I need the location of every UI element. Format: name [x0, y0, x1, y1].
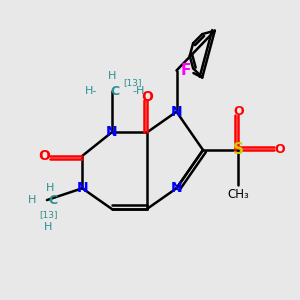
Text: N: N: [76, 181, 88, 195]
Text: N: N: [171, 105, 182, 119]
Text: S: S: [233, 142, 244, 158]
Text: -H: -H: [132, 86, 145, 96]
Text: H: H: [44, 222, 52, 232]
Text: [13]: [13]: [123, 78, 142, 87]
Text: [13]: [13]: [39, 210, 58, 219]
Text: C: C: [48, 194, 58, 207]
Text: H: H: [28, 195, 36, 205]
Text: H: H: [107, 71, 116, 81]
Text: H: H: [46, 183, 54, 193]
Text: C: C: [110, 85, 119, 98]
Text: N: N: [106, 125, 118, 139]
Text: O: O: [274, 143, 285, 157]
Text: O: O: [38, 149, 50, 163]
Text: H-: H-: [85, 86, 97, 96]
Text: N: N: [171, 181, 182, 195]
Text: CH₃: CH₃: [227, 188, 249, 201]
Text: O: O: [141, 90, 153, 104]
Text: O: O: [233, 105, 244, 118]
Text: F: F: [181, 63, 191, 78]
